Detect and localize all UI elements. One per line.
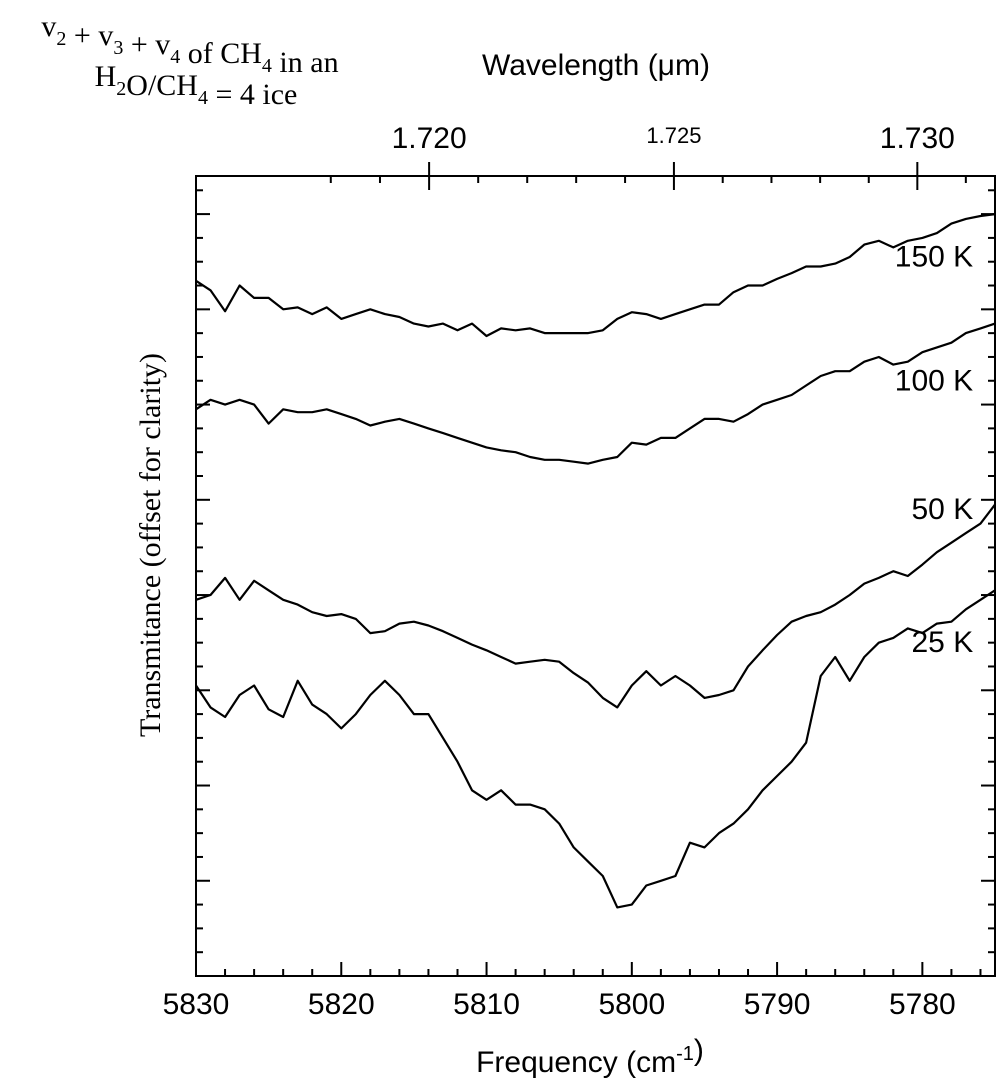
transmitance-axis-label: Transmitance (offset for clarity) [134,353,167,737]
frequency-axis-label: Frequency (cm-1) [476,1034,704,1079]
plot-border [195,175,996,977]
x-tick-label: 5820 [308,988,375,1021]
axis-ticks [195,162,995,977]
x-tick-label: 5830 [163,988,230,1021]
chart-title-line-2: H2O/CH4 = 4 ice [95,60,298,111]
x-tick-label: 5810 [453,988,520,1021]
tick-labels: 5830 5820 5810 5800 5790 5780 1.720 1.725 1.730 [163,122,956,1021]
x-tick-label: 5780 [889,988,956,1021]
series-label-100k: 100 K [895,364,973,397]
series-lines [195,213,996,909]
series-label-150k: 150 K [895,240,973,273]
x-tick-label: 5790 [744,988,811,1021]
x-tick-label: 5800 [598,988,665,1021]
x2-tick-label: 1.725 [646,123,701,148]
plot-frame [195,175,996,977]
x2-tick-label: 1.730 [880,122,955,155]
series-line-150k [195,213,996,338]
x2-tick-label: 1.720 [392,122,467,155]
series-label-50k: 50 K [911,493,973,526]
top-axis-title: Wavelength (μm) [482,49,710,82]
wavelength-axis-label: Wavelength (μm) [482,49,710,82]
series-line-50k [195,503,996,709]
series-line-25k [195,589,996,909]
chart-title-line-1: v2 + v3 + v4 of CH4 in an [41,10,338,79]
series-line-100k [195,322,996,465]
series-label-25k: 25 K [911,626,973,659]
series-labels: 150 K 100 K 50 K 25 K [895,240,973,659]
bottom-axis-title: Frequency (cm-1) [476,1034,704,1079]
